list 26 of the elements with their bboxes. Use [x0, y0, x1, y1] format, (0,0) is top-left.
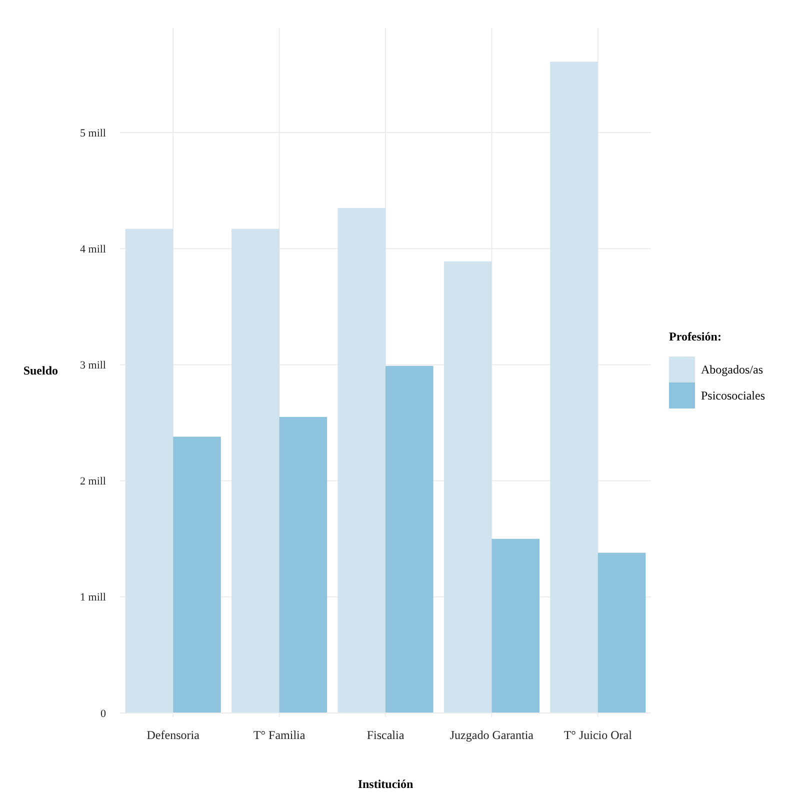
- bar: [338, 208, 386, 713]
- y-tick-label: 4 mill: [80, 243, 106, 256]
- legend-title: Profesión:: [669, 330, 722, 344]
- x-tick-label: T° Juicio Oral: [564, 728, 633, 742]
- y-tick-label: 0: [100, 708, 106, 720]
- bar: [492, 538, 540, 713]
- x-tick-label: T° Familia: [253, 728, 306, 742]
- x-tick-label: Juzgado Garantia: [450, 728, 534, 742]
- x-tick-label: Defensoria: [146, 728, 200, 742]
- x-tick-label: Fiscalia: [366, 728, 405, 742]
- y-tick-label: 5 mill: [80, 127, 106, 140]
- bar: [232, 228, 280, 713]
- y-tick-label: 2 mill: [80, 476, 106, 488]
- legend-label: Psicosociales: [701, 388, 766, 403]
- legend-label: Abogados/as: [701, 362, 764, 377]
- bar: [125, 228, 174, 713]
- bar: [279, 416, 328, 713]
- y-axis-title: Sueldo: [23, 364, 58, 378]
- y-tick-label: 1 mill: [80, 592, 106, 604]
- bar: [173, 436, 221, 713]
- bar: [550, 62, 598, 713]
- x-axis-title: Institución: [358, 777, 414, 791]
- y-tick-label: 3 mill: [80, 360, 106, 372]
- bar: [444, 261, 492, 713]
- bar: [598, 552, 646, 713]
- bar: [386, 366, 434, 713]
